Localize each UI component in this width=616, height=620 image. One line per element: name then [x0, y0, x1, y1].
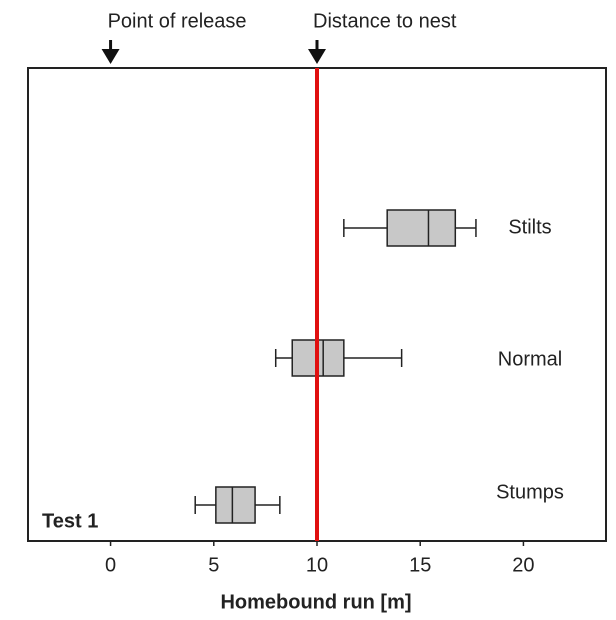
annotation-arrow-head [101, 49, 120, 64]
category-label: Stilts [508, 216, 551, 238]
category-label: Stumps [496, 481, 564, 503]
category-label: Normal [498, 348, 562, 370]
x-tick-label: 5 [208, 554, 219, 576]
annotation-text: Point of release [108, 10, 247, 32]
panel-label: Test 1 [42, 510, 98, 532]
x-tick-label: 0 [105, 554, 116, 576]
annotation-arrow-head [308, 49, 326, 64]
box [386, 209, 457, 247]
box [215, 486, 256, 524]
x-axis-label: Homebound run [m] [220, 591, 411, 613]
x-tick-label: 20 [512, 554, 534, 576]
x-tick-label: 15 [409, 554, 431, 576]
x-tick-label: 10 [306, 554, 328, 576]
annotation-text: Distance to nest [313, 10, 457, 32]
